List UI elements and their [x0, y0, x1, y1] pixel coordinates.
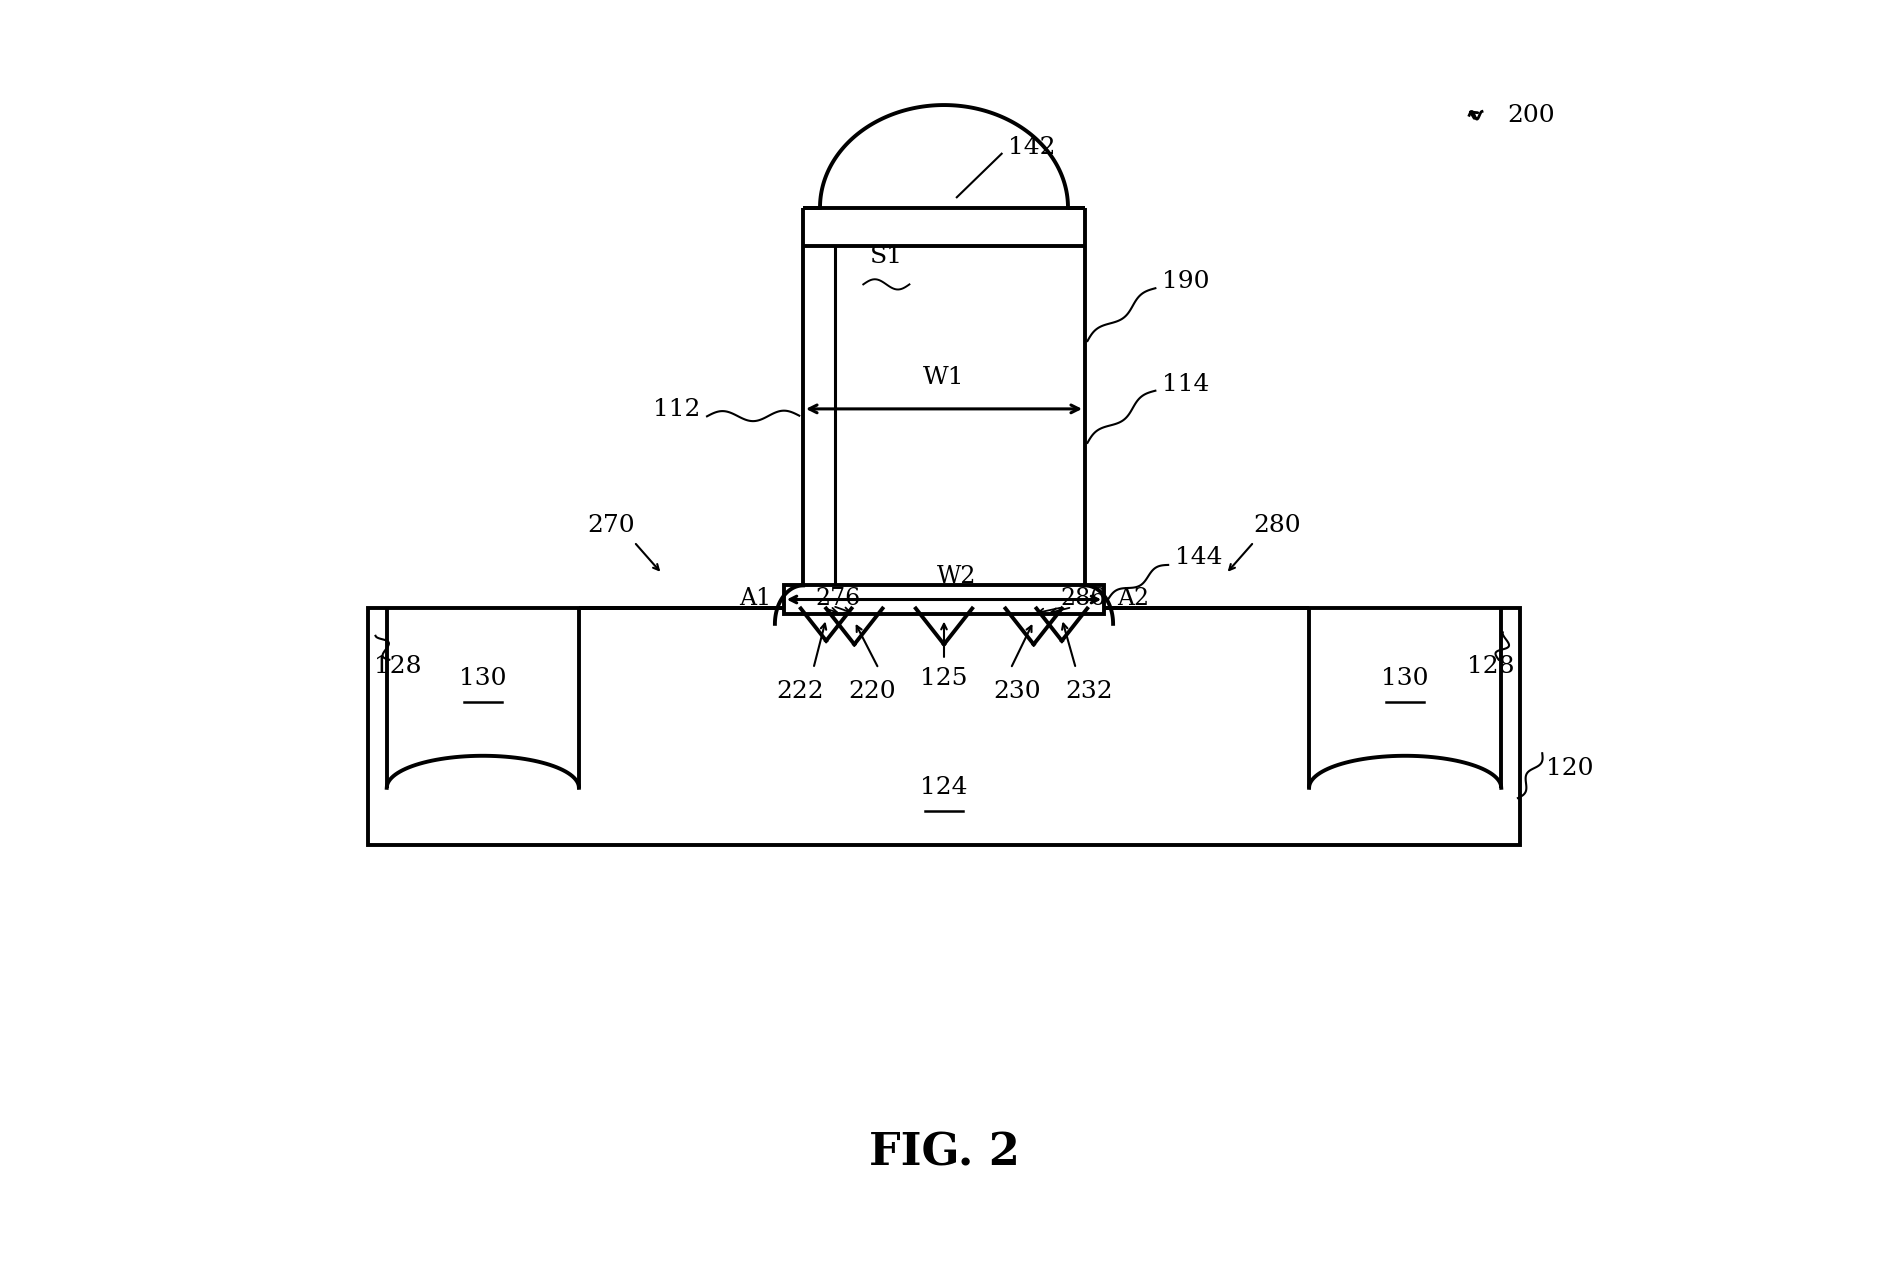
- Text: 130: 130: [459, 667, 506, 690]
- Text: 120: 120: [1546, 757, 1593, 780]
- Text: W2: W2: [936, 565, 976, 588]
- Text: 114: 114: [1161, 373, 1208, 396]
- Text: W1: W1: [923, 366, 965, 389]
- Bar: [368, 608, 1520, 845]
- Text: 276: 276: [816, 587, 861, 610]
- Text: 112: 112: [653, 398, 700, 421]
- Text: 270: 270: [587, 514, 634, 537]
- Text: A2: A2: [1118, 587, 1150, 610]
- Text: 232: 232: [1065, 680, 1112, 703]
- Text: 200: 200: [1509, 104, 1556, 127]
- Text: 128: 128: [374, 655, 421, 678]
- Text: 190: 190: [1161, 270, 1210, 293]
- Text: A1: A1: [738, 587, 770, 610]
- Text: 144: 144: [1174, 546, 1222, 569]
- Text: 130: 130: [1382, 667, 1429, 690]
- Text: 286: 286: [1061, 587, 1106, 610]
- Text: 230: 230: [993, 680, 1040, 703]
- Text: 220: 220: [848, 680, 897, 703]
- Text: 128: 128: [1467, 655, 1514, 678]
- Text: 142: 142: [1008, 136, 1055, 159]
- Text: 222: 222: [776, 680, 825, 703]
- Bar: [784, 585, 1104, 614]
- Text: 125: 125: [919, 667, 969, 690]
- Text: 124: 124: [919, 776, 969, 799]
- Text: FIG. 2: FIG. 2: [868, 1131, 1020, 1175]
- Text: S1: S1: [870, 245, 902, 268]
- Text: 280: 280: [1254, 514, 1301, 537]
